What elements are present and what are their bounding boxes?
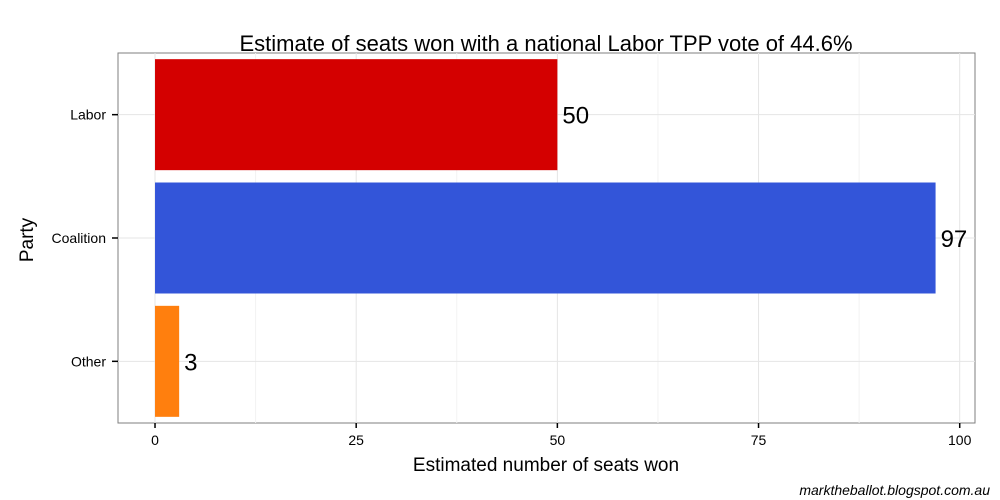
y-tick-label: Other — [71, 353, 106, 369]
data-label: 50 — [562, 103, 589, 130]
chart-title: Estimate of seats won with a national La… — [239, 31, 852, 56]
y-tick-label: Labor — [70, 107, 106, 123]
y-tick-label: Coalition — [52, 230, 106, 246]
x-axis-label: Estimated number of seats won — [413, 455, 679, 476]
x-tick-label: 75 — [751, 432, 767, 448]
x-tick-label: 25 — [348, 432, 364, 448]
y-axis-label: Party — [17, 217, 38, 262]
data-label: 3 — [184, 349, 197, 376]
source-caption: marktheballot.blogspot.com.au — [799, 482, 990, 498]
bar-coalition — [155, 182, 936, 294]
bar-labor — [155, 59, 558, 171]
bar-other — [155, 305, 180, 417]
data-label: 97 — [941, 226, 968, 253]
x-tick-label: 0 — [151, 432, 159, 448]
x-tick-label: 50 — [550, 432, 566, 448]
x-tick-label: 100 — [948, 432, 972, 448]
